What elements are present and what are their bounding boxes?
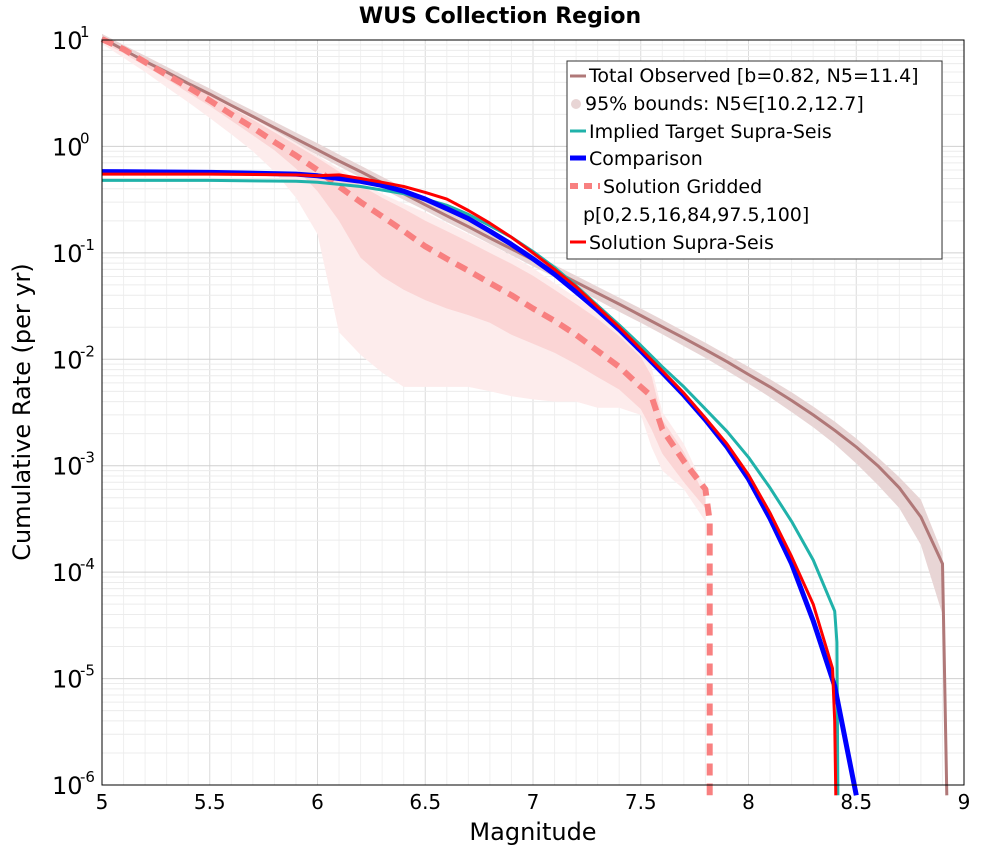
legend-label-solution-gridded: Solution Gridded [603, 176, 762, 198]
x-tick-labels: 5 5.5 6 6.5 7 7.5 8 8.5 9 [96, 790, 971, 814]
x-tick-label: 6 [311, 790, 324, 814]
x-tick-label: 7.5 [625, 790, 657, 814]
legend-label-solution-supra-seis: Solution Supra-Seis [589, 232, 774, 254]
y-tick-exponent: 1 [80, 23, 90, 41]
data-series [100, 36, 949, 796]
series-line-3 [100, 36, 713, 796]
y-tick-label: 10 [52, 27, 83, 55]
legend-label-bounds: 95% bounds: N5∈[10.2,12.7] [585, 93, 864, 115]
x-axis-label: Magnitude [469, 818, 596, 846]
x-tick-label: 5 [96, 790, 109, 814]
x-tick-label: 8.5 [840, 790, 872, 814]
series-line-2 [101, 169, 859, 796]
band-2 [102, 39, 706, 509]
y-tick-label: 10 [52, 666, 83, 694]
x-tick-label: 9 [958, 790, 971, 814]
y-tick-exponent: -6 [80, 768, 95, 786]
y-tick-exponent: -2 [80, 342, 95, 360]
y-tick-exponent: 0 [80, 129, 90, 147]
chart-title: WUS Collection Region [359, 4, 641, 29]
percentile-bands [102, 33, 943, 615]
y-tick-exponent: -1 [80, 236, 95, 254]
y-tick-label: 10 [52, 772, 83, 800]
legend-label-comparison: Comparison [589, 148, 703, 170]
legend-box [566, 60, 943, 260]
legend-label-percentiles: p[0,2.5,16,84,97.5,100] [583, 204, 809, 226]
legend: Total Observed [b=0.82, N5=11.4] 95% bou… [566, 60, 943, 260]
series-line-4 [102, 172, 838, 796]
y-axis-label: Cumulative Rate (per yr) [8, 263, 36, 561]
x-tick-label: 7 [527, 790, 540, 814]
x-tick-label: 5.5 [194, 790, 226, 814]
legend-label-total-observed: Total Observed [b=0.82, N5=11.4] [588, 65, 919, 87]
x-tick-label: 6.5 [409, 790, 441, 814]
y-tick-label: 10 [52, 240, 83, 268]
y-tick-label: 10 [52, 559, 83, 587]
plot-frame [101, 39, 965, 786]
y-tick-label: 10 [52, 133, 83, 161]
x-tick-label: 8 [742, 790, 755, 814]
legend-swatch-bounds [571, 99, 581, 109]
legend-label-implied-target: Implied Target Supra-Seis [589, 121, 832, 143]
y-tick-exponent: -3 [80, 449, 95, 467]
y-tick-exponent: -4 [80, 555, 95, 573]
y-tick-label: 10 [52, 346, 83, 374]
y-tick-exponent: -5 [80, 662, 95, 680]
y-tick-label: 10 [52, 453, 83, 481]
